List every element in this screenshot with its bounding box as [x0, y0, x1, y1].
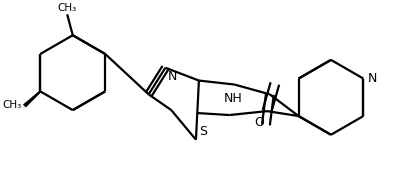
Text: N: N	[367, 72, 377, 85]
Text: O: O	[254, 116, 264, 129]
Text: CH₃: CH₃	[2, 100, 22, 110]
Text: N: N	[168, 70, 177, 83]
Text: NH: NH	[224, 92, 243, 105]
Text: S: S	[199, 125, 207, 138]
Text: CH₃: CH₃	[57, 3, 77, 13]
